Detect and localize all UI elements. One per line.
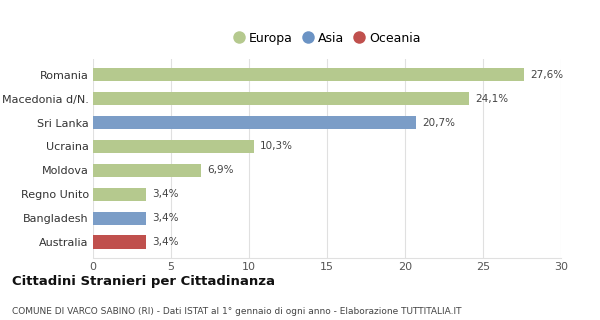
Bar bbox=[93, 68, 524, 81]
Bar bbox=[93, 116, 416, 129]
Text: 3,4%: 3,4% bbox=[152, 213, 179, 223]
Bar bbox=[93, 140, 254, 153]
Bar bbox=[93, 212, 146, 225]
Bar bbox=[93, 164, 200, 177]
Legend: Europa, Asia, Oceania: Europa, Asia, Oceania bbox=[231, 30, 423, 48]
Text: Cittadini Stranieri per Cittadinanza: Cittadini Stranieri per Cittadinanza bbox=[12, 275, 275, 288]
Text: 20,7%: 20,7% bbox=[422, 117, 455, 128]
Text: 24,1%: 24,1% bbox=[475, 94, 508, 104]
Text: COMUNE DI VARCO SABINO (RI) - Dati ISTAT al 1° gennaio di ogni anno - Elaborazio: COMUNE DI VARCO SABINO (RI) - Dati ISTAT… bbox=[12, 307, 461, 316]
Bar bbox=[93, 236, 146, 249]
Text: 3,4%: 3,4% bbox=[152, 189, 179, 199]
Text: 27,6%: 27,6% bbox=[530, 70, 563, 80]
Bar bbox=[93, 188, 146, 201]
Text: 6,9%: 6,9% bbox=[207, 165, 233, 175]
Bar bbox=[93, 92, 469, 105]
Text: 10,3%: 10,3% bbox=[260, 141, 293, 151]
Text: 3,4%: 3,4% bbox=[152, 237, 179, 247]
